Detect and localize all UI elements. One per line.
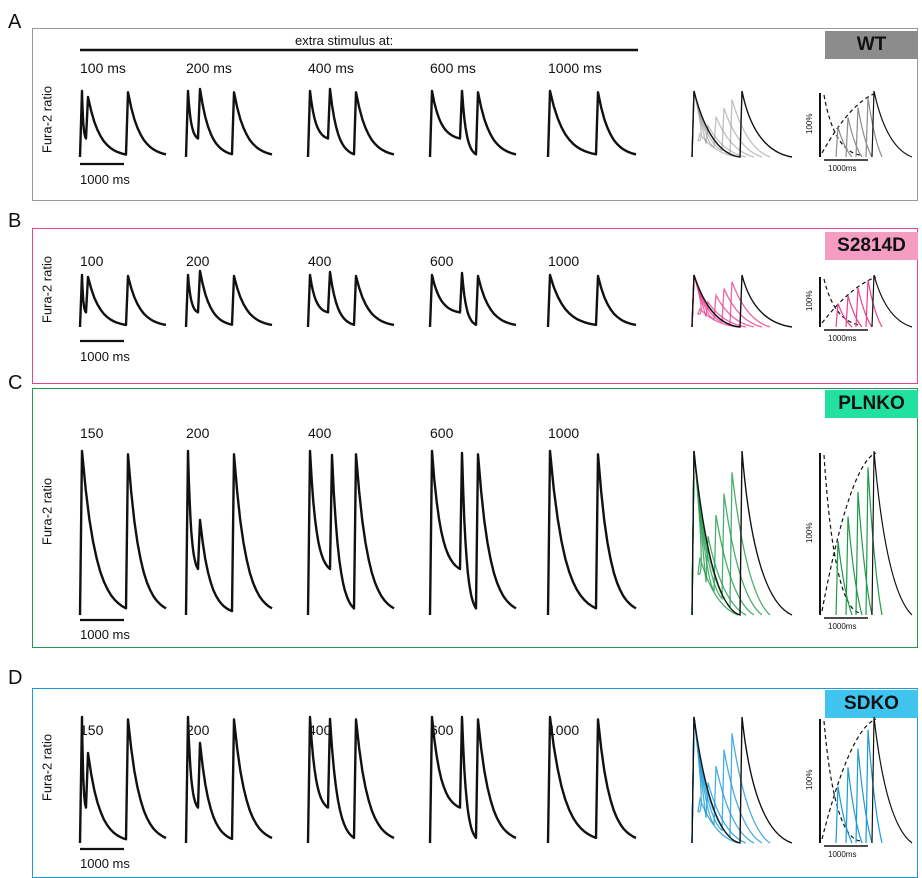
genotype-badge-plnko: PLNKO	[825, 390, 918, 418]
overlay-baseline-trace-b	[691, 274, 793, 328]
stim-label-d-3: 400	[308, 722, 332, 738]
trace-d-2	[184, 715, 273, 844]
scale-bar-label-a: 1000 ms	[80, 172, 130, 187]
restitution-curve-d	[821, 718, 877, 840]
trace-a-5	[546, 89, 637, 158]
trace-c-1	[78, 449, 167, 616]
restitution-trace-b-2	[845, 295, 863, 328]
restitution-trace-d-4	[865, 729, 883, 844]
restitution-trace-a-3	[855, 107, 873, 158]
decay-curve-b	[823, 278, 861, 326]
percent-label-a: 100%	[805, 114, 814, 134]
stim-label-b-3: 400	[308, 253, 332, 269]
trace-b-1	[78, 273, 167, 328]
restitution-trace-c-3	[855, 491, 873, 616]
overlay-baseline-trace-a	[691, 90, 793, 158]
stim-label-b-5: 1000	[548, 253, 580, 269]
overlay-trace-b-5	[691, 274, 771, 328]
stim-label-a-3: 400 ms	[308, 60, 354, 76]
trace-c-3	[306, 449, 395, 616]
stim-label-c-3: 400	[308, 425, 332, 441]
percent-label-d: 100%	[805, 770, 814, 790]
trace-a-2	[184, 87, 273, 158]
panel-b-frame	[32, 228, 918, 384]
stim-label-a-4: 600 ms	[430, 60, 476, 76]
stim-label-d-5: 1000	[548, 722, 580, 738]
panel-letter-b: B	[8, 210, 22, 232]
restitution-trace-d-1	[835, 786, 853, 844]
decay-curve-c	[823, 454, 861, 614]
restitution-trace-d-2	[845, 767, 863, 844]
trace-c-4	[428, 449, 517, 616]
overlay-baseline-trace-c	[691, 450, 793, 616]
restitution-curve-c	[821, 452, 877, 612]
stim-label-a-2: 200 ms	[186, 60, 232, 76]
percent-label-c: 100%	[805, 523, 814, 543]
restitution-trace-a-2	[845, 117, 863, 158]
restitution-trace-d-3	[855, 748, 873, 844]
restitution-trace-b-3	[855, 287, 873, 328]
genotype-badge-s2814d: S2814D	[825, 232, 918, 260]
restitution-final-trace-a	[871, 90, 913, 158]
restitution-final-trace-c	[871, 450, 913, 616]
restitution-curve-b	[821, 276, 877, 324]
restitution-trace-a-1	[835, 127, 853, 158]
restitution-trace-a-4	[865, 97, 883, 158]
restitution-trace-c-4	[865, 467, 883, 616]
stim-label-d-2: 200	[186, 722, 210, 738]
restitution-trace-b-4	[865, 280, 883, 328]
trace-b-5	[546, 273, 637, 328]
panel-a-frame	[32, 28, 918, 201]
mini-scale-label-b: 1000ms	[828, 334, 856, 343]
scale-bar-label-b: 1000 ms	[80, 349, 130, 364]
panel-c-frame	[32, 388, 918, 648]
trace-d-4	[428, 715, 517, 844]
trace-b-4	[428, 271, 517, 328]
decay-curve-d	[823, 720, 861, 842]
genotype-badge-sdko: SDKO	[825, 690, 918, 718]
panel-letter-c: C	[8, 372, 23, 394]
extra-stimulus-header: extra stimulus at:	[295, 33, 394, 48]
stim-label-c-5: 1000	[548, 425, 580, 441]
stim-label-b-2: 200	[186, 253, 210, 269]
stim-label-a-5: 1000 ms	[548, 60, 602, 76]
trace-c-5	[546, 449, 637, 616]
decay-curve-a	[823, 94, 861, 156]
trace-a-4	[428, 89, 517, 158]
panel-letter-a: A	[8, 11, 22, 33]
trace-d-1	[78, 715, 167, 844]
trace-b-3	[306, 270, 395, 328]
stim-label-d-4: 600	[430, 722, 454, 738]
mini-scale-label-c: 1000ms	[828, 622, 856, 631]
stim-label-c-4: 600	[430, 425, 454, 441]
genotype-badge-wt: WT	[825, 31, 918, 59]
mini-scale-label-d: 1000ms	[828, 850, 856, 859]
stim-label-c-2: 200	[186, 425, 210, 441]
panel-letter-d: D	[8, 667, 23, 689]
trace-b-2	[184, 269, 273, 328]
stim-label-b-4: 600	[430, 253, 454, 269]
overlay-baseline-trace-d	[691, 716, 793, 844]
restitution-trace-c-2	[845, 516, 863, 616]
trace-a-1	[78, 89, 167, 158]
stim-label-a-1: 100 ms	[80, 60, 126, 76]
scale-bar-label-d: 1000 ms	[80, 856, 130, 871]
trace-c-2	[184, 449, 273, 616]
stim-label-d-1: 150	[80, 722, 104, 738]
restitution-final-trace-b	[871, 274, 913, 328]
restitution-final-trace-d	[871, 716, 913, 844]
restitution-trace-c-1	[835, 541, 853, 616]
scale-bar-label-c: 1000 ms	[80, 627, 130, 642]
mini-scale-label-a: 1000ms	[828, 164, 856, 173]
stim-label-c-1: 150	[80, 425, 104, 441]
trace-d-3	[306, 715, 395, 844]
trace-d-5	[546, 715, 637, 844]
restitution-trace-b-1	[835, 303, 853, 328]
trace-a-3	[306, 87, 395, 158]
percent-label-b: 100%	[805, 291, 814, 311]
stim-label-b-1: 100	[80, 253, 104, 269]
